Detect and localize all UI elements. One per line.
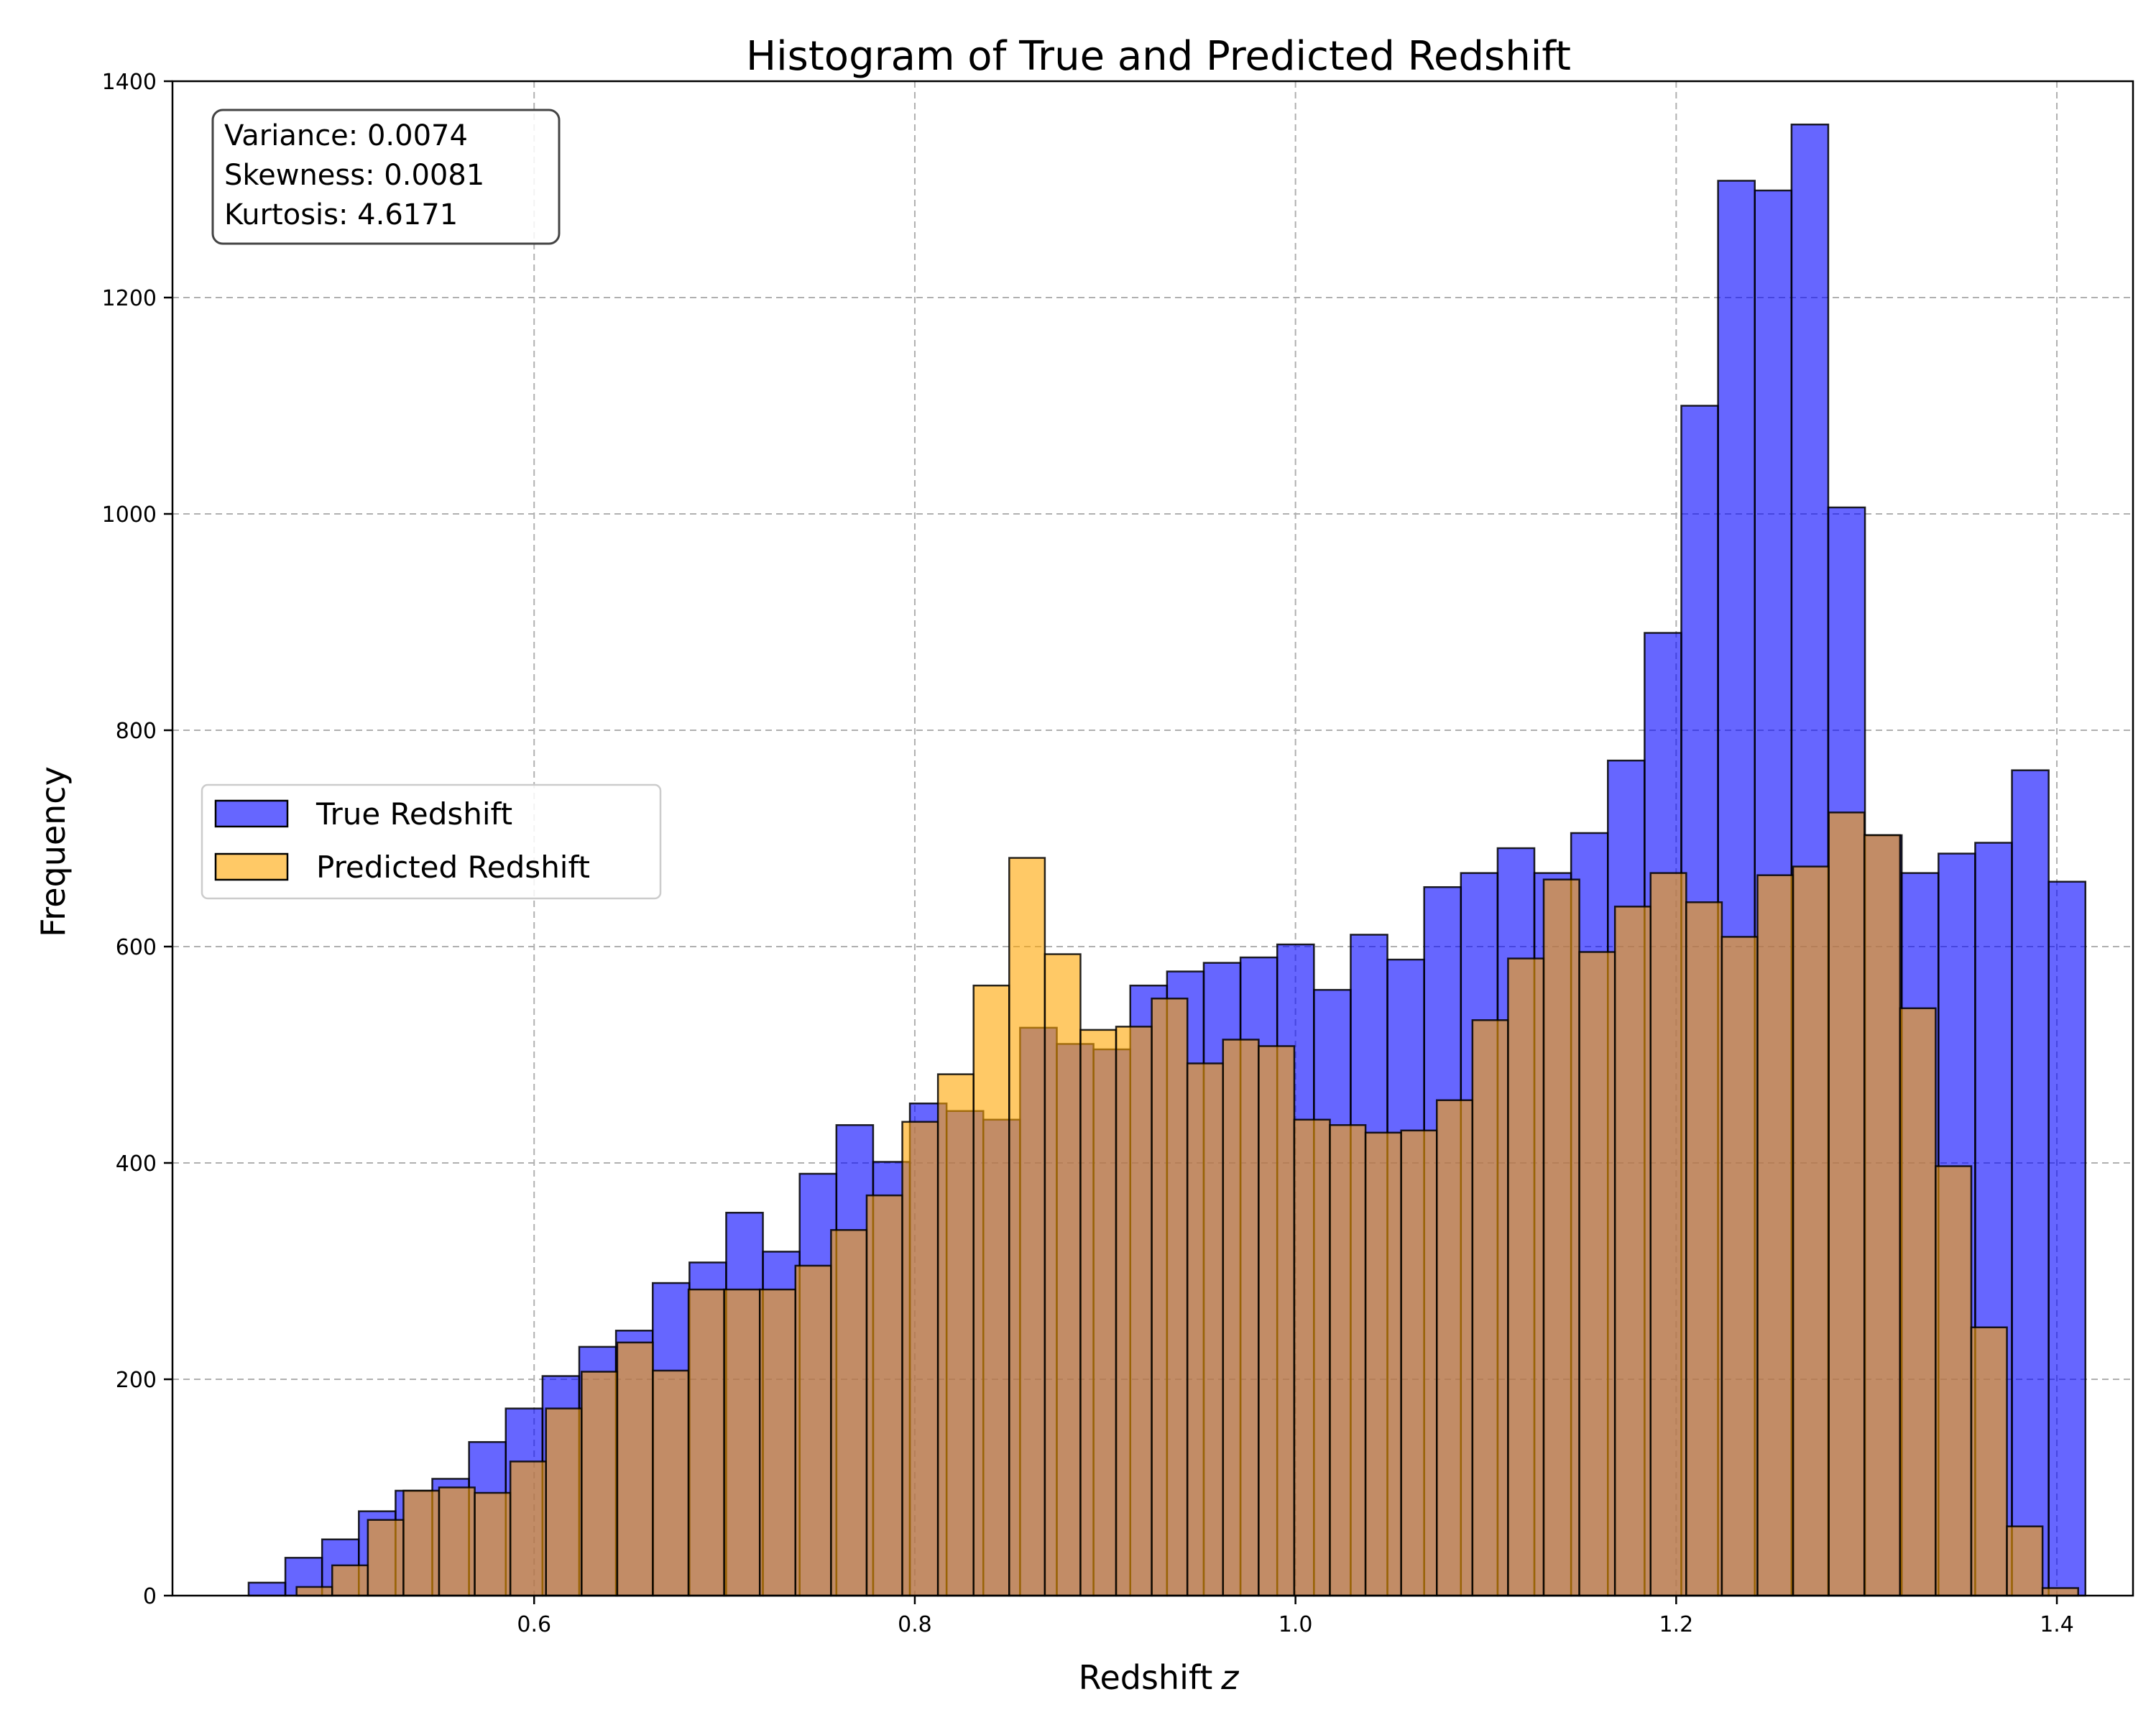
predicted-redshift-bar <box>1293 1118 1331 1597</box>
predicted-redshift-bar <box>1008 857 1046 1597</box>
predicted-redshift-bar <box>331 1564 369 1597</box>
stats-kurtosis: Kurtosis: 4.6171 <box>224 198 458 231</box>
stats-box-frame <box>211 109 561 245</box>
predicted-redshift-bar <box>1329 1124 1367 1597</box>
predicted-redshift-bar <box>1720 936 1759 1597</box>
predicted-redshift-bar <box>402 1489 441 1597</box>
predicted-redshift-bar <box>616 1341 654 1597</box>
predicted-redshift-bar <box>865 1194 903 1597</box>
predicted-redshift-bar <box>1578 951 1616 1597</box>
x-tick-label: 0.8 <box>898 1612 932 1637</box>
predicted-redshift-bar <box>723 1288 761 1597</box>
y-tick-label: 1400 <box>102 70 157 95</box>
y-axis-label: Frequency <box>34 766 73 937</box>
y-tick-label: 400 <box>116 1151 157 1177</box>
predicted-redshift-bar <box>2006 1525 2044 1597</box>
x-tick-label: 1.0 <box>1279 1612 1313 1637</box>
legend-frame <box>201 783 662 900</box>
predicted-redshift-bar <box>295 1586 333 1597</box>
chart-title: Histogram of True and Predicted Redshift <box>746 33 1571 80</box>
predicted-redshift-bar <box>1863 834 1902 1597</box>
predicted-redshift-bar <box>1151 997 1189 1597</box>
x-axis-ticks: 0.6 0.8 1.0 1.2 1.4 <box>517 1596 2074 1637</box>
y-tick-label: 1000 <box>102 502 157 528</box>
predicted-redshift-bar <box>758 1288 797 1597</box>
y-tick-label: 800 <box>116 719 157 744</box>
x-tick-label: 1.2 <box>1659 1612 1693 1637</box>
predicted-redshift-bar <box>367 1519 405 1597</box>
predicted-redshift-bar <box>1685 901 1723 1597</box>
stats-variance: Variance: 0.0074 <box>224 119 468 152</box>
predicted-redshift-bar <box>1364 1131 1402 1597</box>
true-redshift-bar <box>247 1581 287 1597</box>
predicted-redshift-bar <box>509 1460 548 1597</box>
predicted-redshift-bar <box>474 1491 512 1597</box>
predicted-redshift-bar <box>1400 1129 1438 1597</box>
y-tick-label: 600 <box>116 935 157 960</box>
plot-frame <box>171 80 2134 1597</box>
predicted-redshift-bar <box>581 1371 619 1597</box>
predicted-redshift-bar <box>1471 1019 1509 1597</box>
predicted-redshift-bar <box>1436 1099 1474 1597</box>
predicted-redshift-bar <box>1542 878 1580 1597</box>
predicted-redshift-bar <box>1079 1029 1118 1597</box>
predicted-redshift-bar <box>1792 865 1830 1597</box>
predicted-redshift-bar <box>1258 1045 1296 1597</box>
true-redshift-bar <box>2011 769 2050 1597</box>
stats-skewness: Skewness: 0.0081 <box>224 159 484 192</box>
predicted-redshift-bar <box>1828 811 1866 1597</box>
stats-box: Variance: 0.0074 Skewness: 0.0081 Kurtos… <box>211 109 561 245</box>
predicted-redshift-bar <box>1222 1039 1260 1597</box>
predicted-redshift-bar <box>1935 1165 1973 1597</box>
predicted-redshift-bar <box>1507 957 1545 1597</box>
predicted-redshift-bar <box>972 984 1010 1597</box>
predicted-redshift-bar <box>794 1264 832 1597</box>
y-tick-label: 0 <box>143 1584 157 1609</box>
predicted-redshift-bar <box>1970 1326 2008 1597</box>
legend-label-true: True Redshift <box>315 796 512 832</box>
x-axis-label-text: Redshift <box>1079 1658 1213 1697</box>
predicted-redshift-bar <box>1044 953 1082 1597</box>
legend: True Redshift Predicted Redshift <box>201 783 662 900</box>
x-axis-label: Redshift z <box>1079 1658 1240 1697</box>
x-tick-label: 0.6 <box>517 1612 551 1637</box>
y-axis-ticks: 0 200 400 600 800 1000 1200 1400 <box>102 70 172 1609</box>
predicted-redshift-bar <box>1115 1026 1153 1597</box>
y-tick-label: 200 <box>116 1368 157 1393</box>
legend-swatch-predicted <box>214 852 289 881</box>
true-redshift-bar <box>2047 880 2087 1597</box>
legend-swatch-true <box>214 799 289 828</box>
legend-label-predicted: Predicted Redshift <box>316 850 590 885</box>
predicted-redshift-bar <box>1756 874 1795 1597</box>
y-tick-label: 1200 <box>102 286 157 311</box>
predicted-redshift-bar <box>652 1369 690 1597</box>
predicted-redshift-bar <box>687 1288 725 1597</box>
predicted-redshift-bars <box>295 811 2079 1597</box>
predicted-redshift-bar <box>1649 872 1687 1597</box>
predicted-redshift-bar <box>2041 1587 2079 1597</box>
predicted-redshift-bar <box>1186 1062 1225 1597</box>
predicted-redshift-bar <box>901 1121 939 1597</box>
predicted-redshift-bar <box>936 1073 975 1597</box>
x-axis-symbol: z <box>1220 1658 1239 1697</box>
predicted-redshift-bar <box>1613 906 1652 1597</box>
predicted-redshift-bar <box>438 1486 476 1597</box>
predicted-redshift-bar <box>1899 1007 1937 1597</box>
x-tick-label: 1.4 <box>2040 1612 2074 1637</box>
predicted-redshift-bar <box>830 1229 868 1597</box>
predicted-redshift-bar <box>545 1407 583 1597</box>
